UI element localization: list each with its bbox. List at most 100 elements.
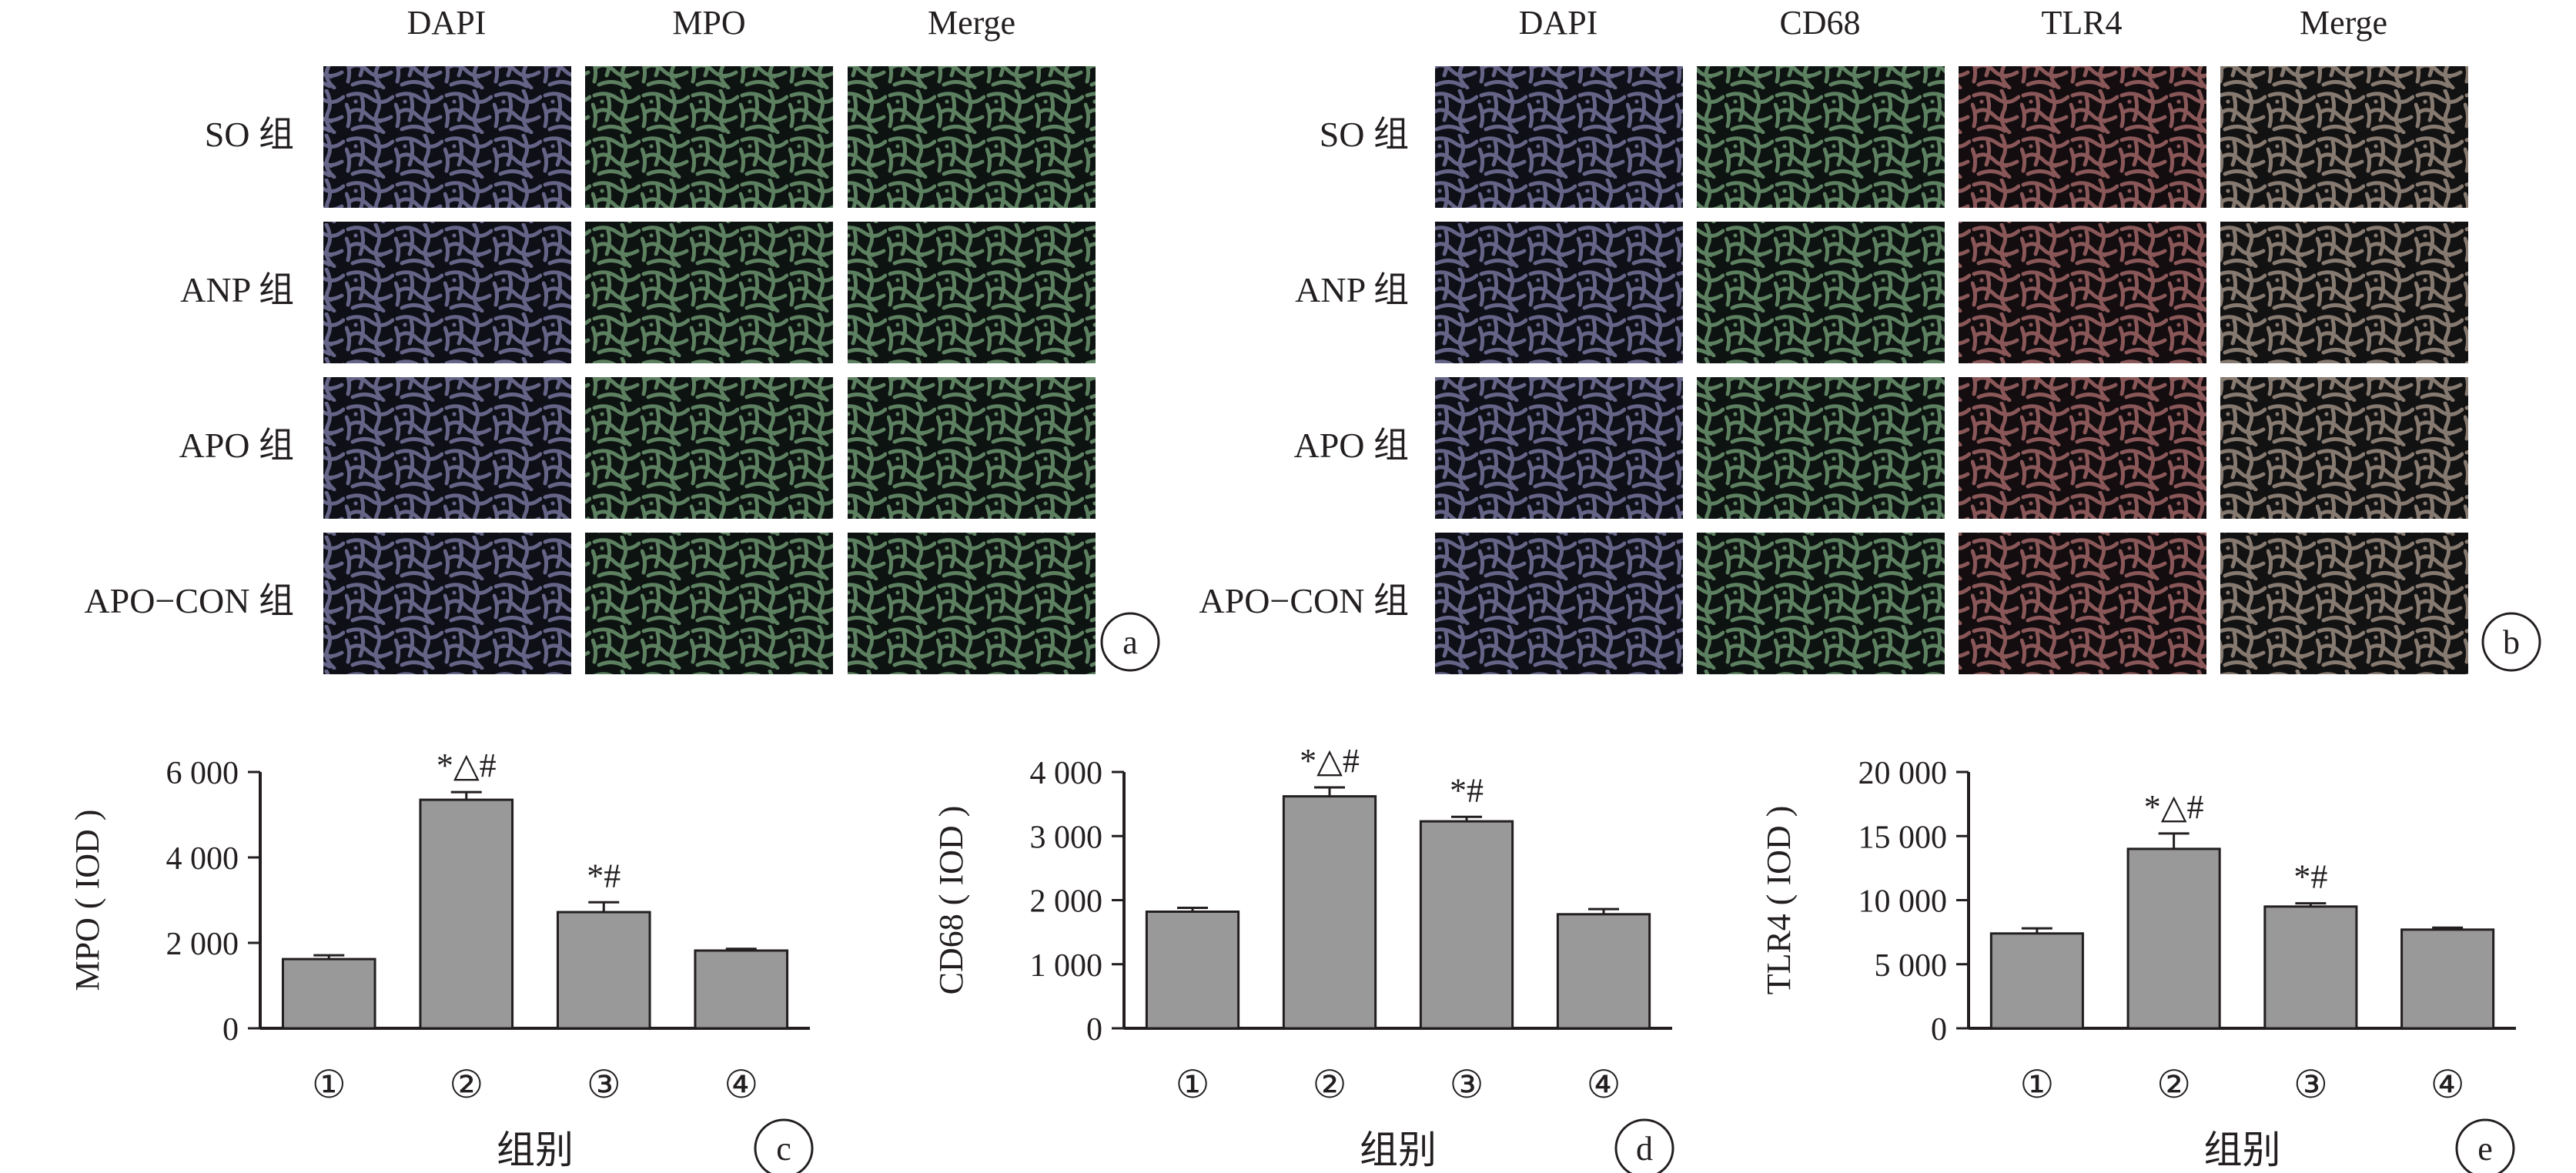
panel-a-image-grid bbox=[323, 66, 1096, 674]
panel-b-row-apo-con: APO−CON 组 bbox=[1199, 581, 1409, 620]
panel-a-badge: a bbox=[1100, 612, 1160, 672]
panel-a-row-apo-con: APO−CON 组 bbox=[84, 581, 294, 620]
panel-b: DAPI CD68 TLR4 Merge SO 组 ANP 组 APO 组 AP… bbox=[1199, 4, 2541, 674]
c-category-label: ② bbox=[449, 1063, 483, 1106]
e-bar bbox=[1989, 932, 2084, 1030]
panel-a-tile-r1-c1 bbox=[323, 66, 571, 208]
c-y-axis-label: MPO ( IOD ) bbox=[69, 810, 106, 991]
c-category-label: ④ bbox=[724, 1063, 758, 1106]
d-significance-label: *# bbox=[1450, 771, 1484, 809]
c-y-tick-label: 4 000 bbox=[166, 841, 239, 877]
panel-b-tile-r3-c4 bbox=[2220, 377, 2468, 519]
panel-b-tile-r2-c3 bbox=[1959, 222, 2206, 363]
panel-a-tile-r3-c1 bbox=[323, 377, 571, 519]
panel-b-tile-r1-c2 bbox=[1697, 66, 1945, 208]
d-category-label: ① bbox=[1176, 1063, 1210, 1106]
panel-b-tile-r2-c4 bbox=[2220, 222, 2468, 363]
e-category-label: ① bbox=[2019, 1063, 2054, 1106]
d-y-axis-label: CD68 ( IOD ) bbox=[932, 806, 970, 995]
panel-b-tile-r1-c3 bbox=[1959, 66, 2206, 208]
c-bar bbox=[694, 949, 789, 1030]
c-significance-label: *# bbox=[587, 857, 621, 894]
panel-b-badge: b bbox=[2481, 612, 2541, 672]
c-y-tick-label: 0 bbox=[222, 1012, 239, 1048]
panel-a-row-so: SO 组 bbox=[205, 115, 294, 154]
e-x-axis-label: 组别 bbox=[2204, 1128, 2281, 1171]
panel-a-badge-text: a bbox=[1122, 623, 1138, 661]
panel-b-col-merge: Merge bbox=[2300, 4, 2387, 42]
panel-b-image-grid bbox=[1435, 66, 2468, 674]
e-y-tick-label: 15 000 bbox=[1858, 820, 1948, 855]
chart-e: 0 5 000 10 000 15 000 20 000 ① *△# ② *# ③ ④ TLR4 ( … bbox=[1760, 756, 2516, 1173]
c-x-axis-label: 组别 bbox=[497, 1128, 574, 1171]
c-y-tick-label: 2 000 bbox=[166, 927, 239, 962]
panel-b-tile-r1-c4 bbox=[2220, 66, 2468, 208]
e-badge: e bbox=[2455, 1118, 2515, 1173]
panel-a-tile-r2-c1 bbox=[323, 222, 571, 363]
e-y-tick-label: 10 000 bbox=[1858, 884, 1948, 920]
panel-b-tile-r4-c3 bbox=[1959, 533, 2206, 674]
e-y-tick-label: 5 000 bbox=[1875, 948, 1948, 984]
c-bar bbox=[556, 911, 651, 1030]
d-category-label: ③ bbox=[1450, 1063, 1484, 1106]
d-bar bbox=[1282, 795, 1377, 1030]
panel-b-tile-r3-c1 bbox=[1435, 377, 1683, 519]
panel-b-row-apo: APO 组 bbox=[1293, 426, 1409, 465]
e-bar bbox=[2263, 905, 2358, 1030]
panel-b-tile-r3-c2 bbox=[1697, 377, 1945, 519]
panel-b-col-tlr4: TLR4 bbox=[2041, 4, 2122, 42]
panel-b-row-so: SO 组 bbox=[1320, 115, 1409, 154]
c-category-label: ① bbox=[312, 1063, 346, 1106]
d-bar bbox=[1145, 910, 1240, 1030]
panel-b-tile-r3-c3 bbox=[1959, 377, 2206, 519]
e-bar bbox=[2400, 928, 2495, 1030]
d-y-tick-label: 1 000 bbox=[1030, 948, 1103, 984]
d-y-tick-label: 4 000 bbox=[1030, 756, 1103, 791]
panel-b-tile-r4-c4 bbox=[2220, 533, 2468, 674]
panel-a-row-apo: APO 组 bbox=[179, 426, 294, 465]
panel-b-tile-r2-c1 bbox=[1435, 222, 1683, 363]
d-category-label: ② bbox=[1313, 1063, 1347, 1106]
panel-b-tile-r1-c1 bbox=[1435, 66, 1683, 208]
panel-b-col-dapi: DAPI bbox=[1519, 4, 1598, 42]
c-badge-text: c bbox=[776, 1130, 791, 1168]
d-bar bbox=[1419, 820, 1514, 1030]
panel-b-col-cd68: CD68 bbox=[1779, 4, 1860, 42]
panel-a-col-mpo: MPO bbox=[672, 4, 745, 42]
panel-a-tile-r1-c3 bbox=[848, 66, 1096, 208]
panel-a-tile-r1-c2 bbox=[585, 66, 833, 208]
panel-b-tile-r2-c2 bbox=[1697, 222, 1945, 363]
d-badge-text: d bbox=[1636, 1130, 1653, 1168]
e-category-label: ③ bbox=[2293, 1063, 2328, 1106]
d-y-tick-label: 0 bbox=[1086, 1012, 1102, 1048]
panel-b-badge-text: b bbox=[2503, 623, 2520, 661]
c-badge: c bbox=[754, 1118, 814, 1173]
chart-c: 0 2 000 4 000 6 000 ① *△# ② *# ③ ④ MPO ( IOD ) 组别 c bbox=[69, 747, 814, 1173]
c-bar bbox=[281, 957, 376, 1030]
c-y-tick-label: 6 000 bbox=[166, 756, 239, 791]
c-significance-label: *△# bbox=[437, 747, 497, 784]
panel-a-col-merge: Merge bbox=[928, 4, 1015, 42]
c-bar bbox=[419, 798, 514, 1030]
d-y-tick-label: 2 000 bbox=[1030, 884, 1103, 920]
panel-b-tile-r4-c1 bbox=[1435, 533, 1683, 674]
panel-b-tile-r4-c2 bbox=[1697, 533, 1945, 674]
panel-a-tile-r4-c2 bbox=[585, 533, 833, 674]
panel-a: DAPI MPO Merge SO 组 ANP 组 APO 组 APO−CON … bbox=[84, 4, 1160, 674]
e-category-label: ② bbox=[2156, 1063, 2191, 1106]
e-badge-text: e bbox=[2477, 1130, 2493, 1168]
c-category-label: ③ bbox=[587, 1063, 621, 1106]
panel-a-tile-r2-c2 bbox=[585, 222, 833, 363]
e-significance-label: *△# bbox=[2144, 788, 2204, 826]
d-significance-label: *△# bbox=[1300, 742, 1360, 780]
panel-a-tile-r2-c3 bbox=[848, 222, 1096, 363]
e-y-axis-label: TLR4 ( IOD ) bbox=[1760, 806, 1798, 995]
panel-b-row-anp: ANP 组 bbox=[1295, 270, 1409, 309]
d-y-tick-label: 3 000 bbox=[1030, 820, 1103, 855]
panel-a-tile-r4-c1 bbox=[323, 533, 571, 674]
panel-a-col-dapi: DAPI bbox=[407, 4, 487, 42]
panel-a-row-anp: ANP 组 bbox=[180, 270, 294, 309]
e-significance-label: *# bbox=[2293, 858, 2327, 896]
e-y-tick-label: 0 bbox=[1931, 1012, 1947, 1048]
